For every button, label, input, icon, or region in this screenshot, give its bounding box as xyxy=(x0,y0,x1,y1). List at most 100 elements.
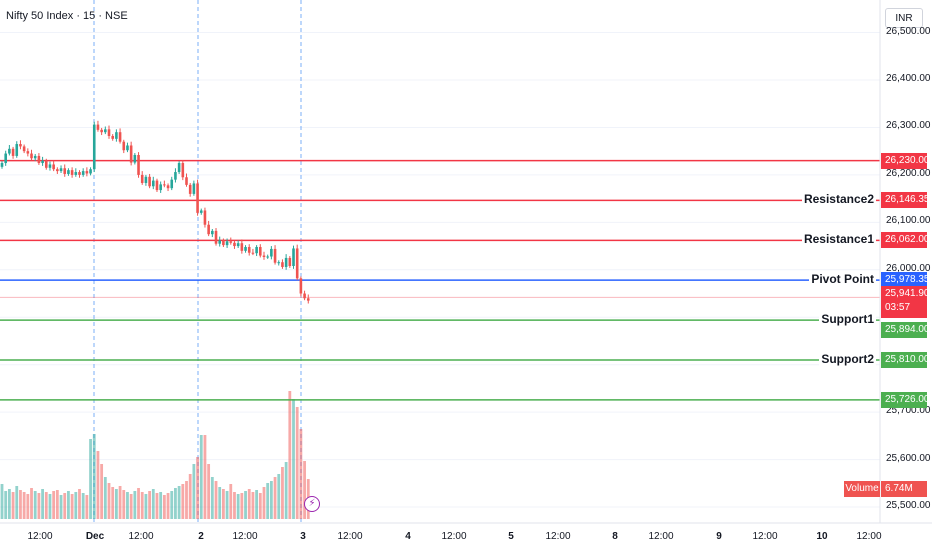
volume-bar xyxy=(67,491,70,519)
candle-body xyxy=(196,183,199,213)
flash-icon[interactable]: ⚡ xyxy=(304,496,320,512)
candle-body xyxy=(22,146,26,152)
time-tick-label: 12:00 xyxy=(128,531,154,542)
candle-body xyxy=(144,176,148,183)
volume-bar xyxy=(269,481,273,519)
candle-body xyxy=(166,185,170,189)
volume-bar xyxy=(277,474,281,519)
candle-body xyxy=(41,160,44,164)
price-tick-label: 26,500.00 xyxy=(886,25,931,37)
candle-body xyxy=(181,163,185,178)
volume-bar xyxy=(233,492,236,519)
time-tick-label: 12:00 xyxy=(648,531,674,542)
time-tick-label: 2 xyxy=(198,531,204,542)
volume-bar xyxy=(174,488,177,519)
candle-body xyxy=(284,257,288,267)
candle-body xyxy=(174,172,177,180)
currency-button[interactable]: INR xyxy=(885,8,923,28)
volume-bar xyxy=(144,494,148,519)
volume-bar xyxy=(22,492,26,519)
volume-bar xyxy=(100,464,104,519)
candle-body xyxy=(295,248,299,279)
volume-bar xyxy=(70,494,74,519)
candle-body xyxy=(163,184,166,186)
candle-body xyxy=(126,145,129,151)
candle-body xyxy=(148,176,151,187)
candle-body xyxy=(288,257,292,267)
volume-bar xyxy=(188,474,192,519)
candle-body xyxy=(255,247,258,254)
candle-body xyxy=(303,293,306,299)
candle-body xyxy=(122,141,126,151)
volume-bar xyxy=(148,491,151,519)
level-label: Pivot Point xyxy=(809,272,876,287)
level-label: Resistance2 xyxy=(801,192,876,207)
candle-body xyxy=(48,164,52,168)
volume-bar xyxy=(126,492,129,519)
volume-bar xyxy=(210,477,214,519)
volume-bar xyxy=(33,491,37,519)
volume-bar xyxy=(255,490,259,519)
volume-bar xyxy=(4,491,8,519)
volume-bar xyxy=(118,486,122,519)
level-label: Support1 xyxy=(819,312,876,327)
candle-body xyxy=(100,129,103,133)
volume-bar xyxy=(81,493,85,519)
candle-body xyxy=(30,153,33,159)
candle-body xyxy=(19,144,22,147)
volume-bar xyxy=(244,491,247,519)
volume-bar xyxy=(162,495,166,519)
candle-body xyxy=(270,248,273,257)
volume-bar xyxy=(207,464,211,519)
candle-body xyxy=(129,145,133,163)
candle-body xyxy=(203,210,207,225)
volume-bar xyxy=(107,483,111,519)
volume-bar xyxy=(251,492,255,519)
volume-bar xyxy=(111,487,115,519)
symbol-title[interactable]: Nifty 50 Index · 15 · NSE xyxy=(6,10,128,22)
volume-bar xyxy=(11,492,15,519)
candle-body xyxy=(81,171,85,175)
candle-body xyxy=(89,169,92,174)
volume-bar xyxy=(203,435,207,519)
volume-bar xyxy=(74,492,78,519)
volume-bar xyxy=(48,494,52,519)
volume-bar xyxy=(303,461,306,519)
candle-body xyxy=(259,247,262,256)
time-tick-label: 9 xyxy=(716,531,722,542)
volume-bar xyxy=(192,464,196,519)
volume-bar xyxy=(7,489,11,519)
volume-bar xyxy=(59,495,63,519)
volume-bar xyxy=(295,407,299,519)
time-tick-label: 12:00 xyxy=(856,531,882,542)
candle-body xyxy=(292,248,295,267)
level-price-tag: 26,146.35 xyxy=(881,192,930,209)
volume-bar xyxy=(103,477,107,519)
volume-bar xyxy=(30,488,33,519)
volume-bars xyxy=(0,391,310,519)
volume-bar xyxy=(52,491,56,519)
volume-bar xyxy=(177,486,181,519)
volume-bar xyxy=(262,487,266,519)
candle-body xyxy=(159,184,162,191)
volume-bar xyxy=(288,391,292,519)
candle-body xyxy=(63,168,67,174)
candle-body xyxy=(218,240,222,244)
volume-bar xyxy=(299,429,303,519)
volume-bar xyxy=(15,486,19,519)
volume-bar xyxy=(199,435,203,519)
candle-body xyxy=(56,169,59,172)
volume-bar xyxy=(273,477,277,519)
price-tick-label: 25,700.00 xyxy=(886,405,931,417)
time-tick-label: 12:00 xyxy=(441,531,467,542)
volume-bar xyxy=(281,467,284,519)
candle-body xyxy=(155,180,159,191)
time-tick-label: 12:00 xyxy=(545,531,571,542)
last-price-value: 25,941.90 xyxy=(885,288,930,299)
candle-body xyxy=(133,154,137,163)
candle-body xyxy=(262,255,266,257)
volume-bar xyxy=(133,491,137,519)
bar-countdown: 03:57 xyxy=(885,302,911,313)
price-tick-label: 26,300.00 xyxy=(886,120,931,132)
